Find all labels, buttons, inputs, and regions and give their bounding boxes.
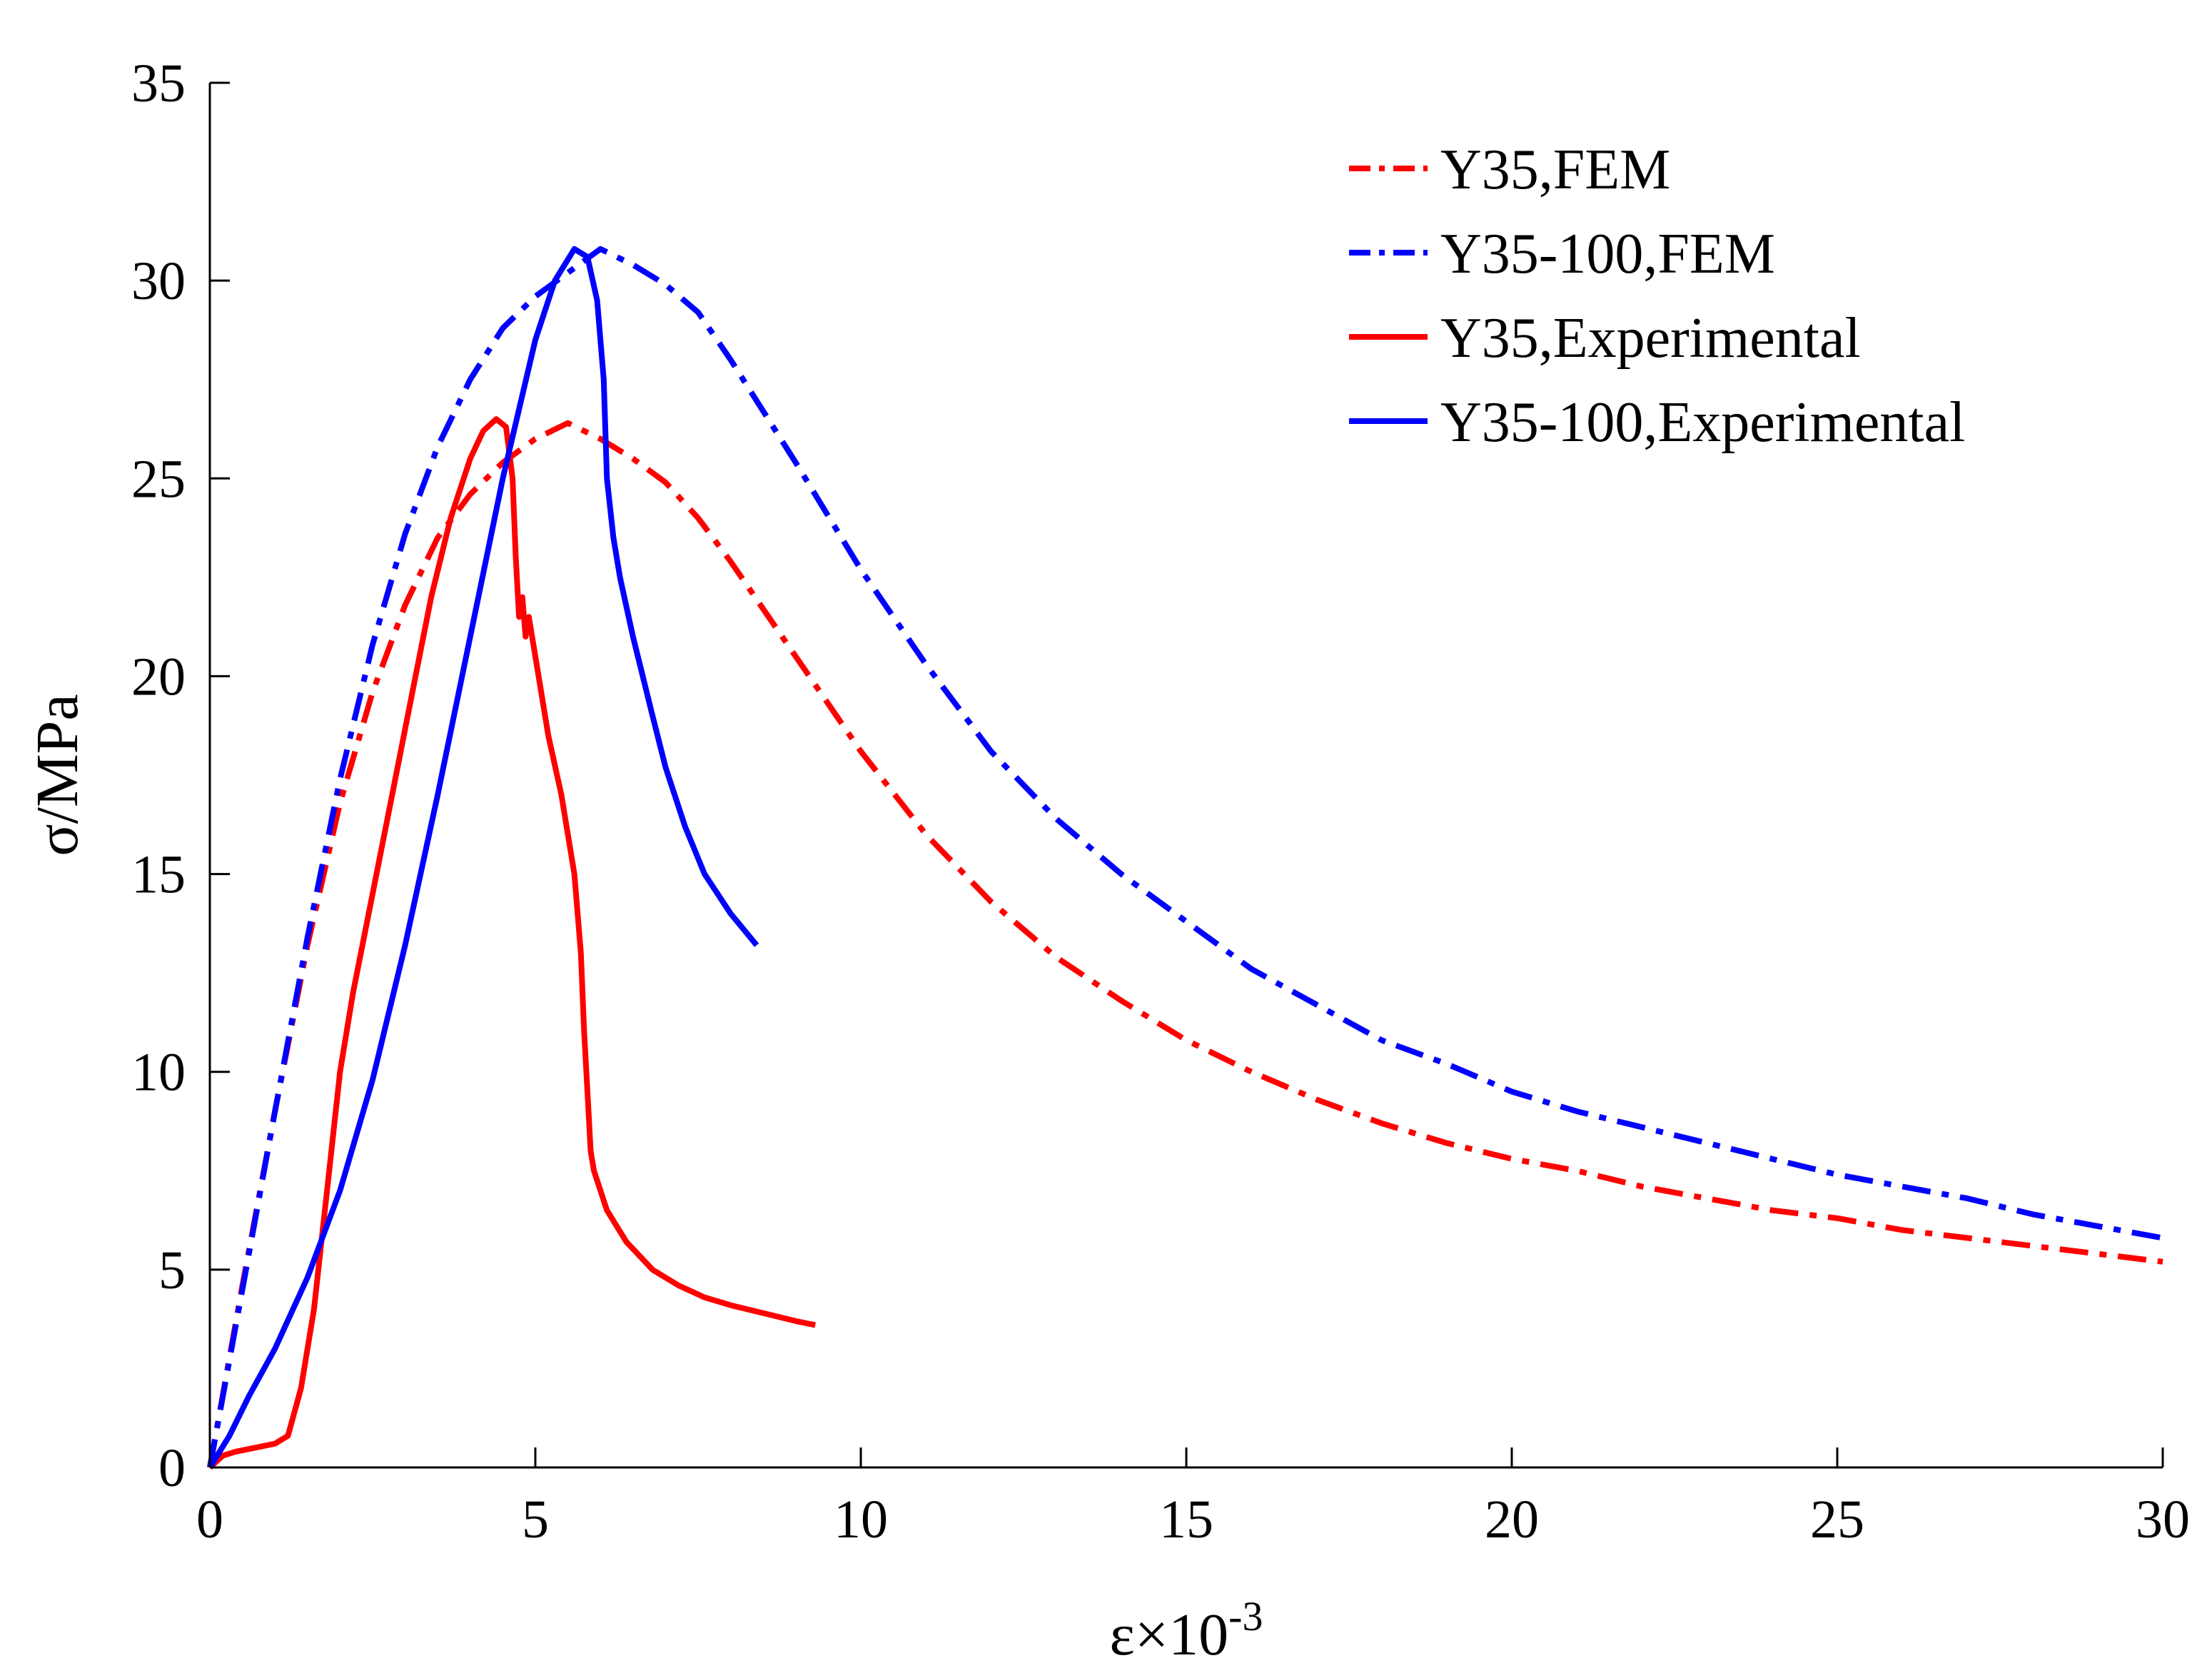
series-line-2 — [207, 246, 2163, 1468]
axes: 0 5 10 15 20 25 30 0 5 10 15 20 25 30 35 — [131, 54, 2190, 1550]
legend-label-4: Y35-100,Experimental — [1440, 391, 1965, 454]
x-axis-label-superscript: -3 — [1228, 1593, 1263, 1639]
y-tick-label: 30 — [131, 251, 186, 311]
x-ticks: 0 5 10 15 20 25 30 — [196, 1447, 2190, 1550]
y-tick-label: 5 — [158, 1240, 186, 1300]
x-tick-label: 20 — [1485, 1490, 1539, 1550]
x-tick-label: 25 — [1810, 1490, 1864, 1550]
y-axis-label: σ/MPa — [24, 694, 91, 856]
y-ticks: 0 5 10 15 20 25 30 35 — [131, 54, 230, 1498]
y-tick-label: 25 — [131, 449, 186, 509]
x-tick-label: 15 — [1159, 1490, 1213, 1550]
legend-label-1: Y35,FEM — [1440, 138, 1670, 201]
legend-label-3: Y35,Experimental — [1440, 307, 1861, 370]
series-line-4 — [207, 246, 759, 1470]
x-axis-label-main: ε×10 — [1110, 1602, 1229, 1668]
x-tick-label: 10 — [834, 1490, 888, 1550]
series-line-1 — [207, 420, 2163, 1468]
series-line-3 — [208, 416, 817, 1470]
y-tick-label: 10 — [131, 1043, 186, 1103]
y-tick-label: 35 — [131, 54, 186, 113]
legend: Y35,FEM Y35-100,FEM Y35,Experimental Y35-10… — [1349, 138, 1965, 454]
x-tick-label: 0 — [196, 1490, 223, 1550]
legend-label-2: Y35-100,FEM — [1440, 223, 1775, 285]
y-tick-label: 15 — [131, 845, 186, 905]
x-tick-label: 30 — [2136, 1490, 2190, 1550]
y-tick-label: 0 — [158, 1438, 186, 1498]
y-tick-label: 20 — [131, 647, 186, 707]
plot-lines — [207, 246, 2163, 1470]
x-axis-label: ε×10-3 — [1110, 1593, 1263, 1668]
x-tick-label: 5 — [522, 1490, 549, 1550]
